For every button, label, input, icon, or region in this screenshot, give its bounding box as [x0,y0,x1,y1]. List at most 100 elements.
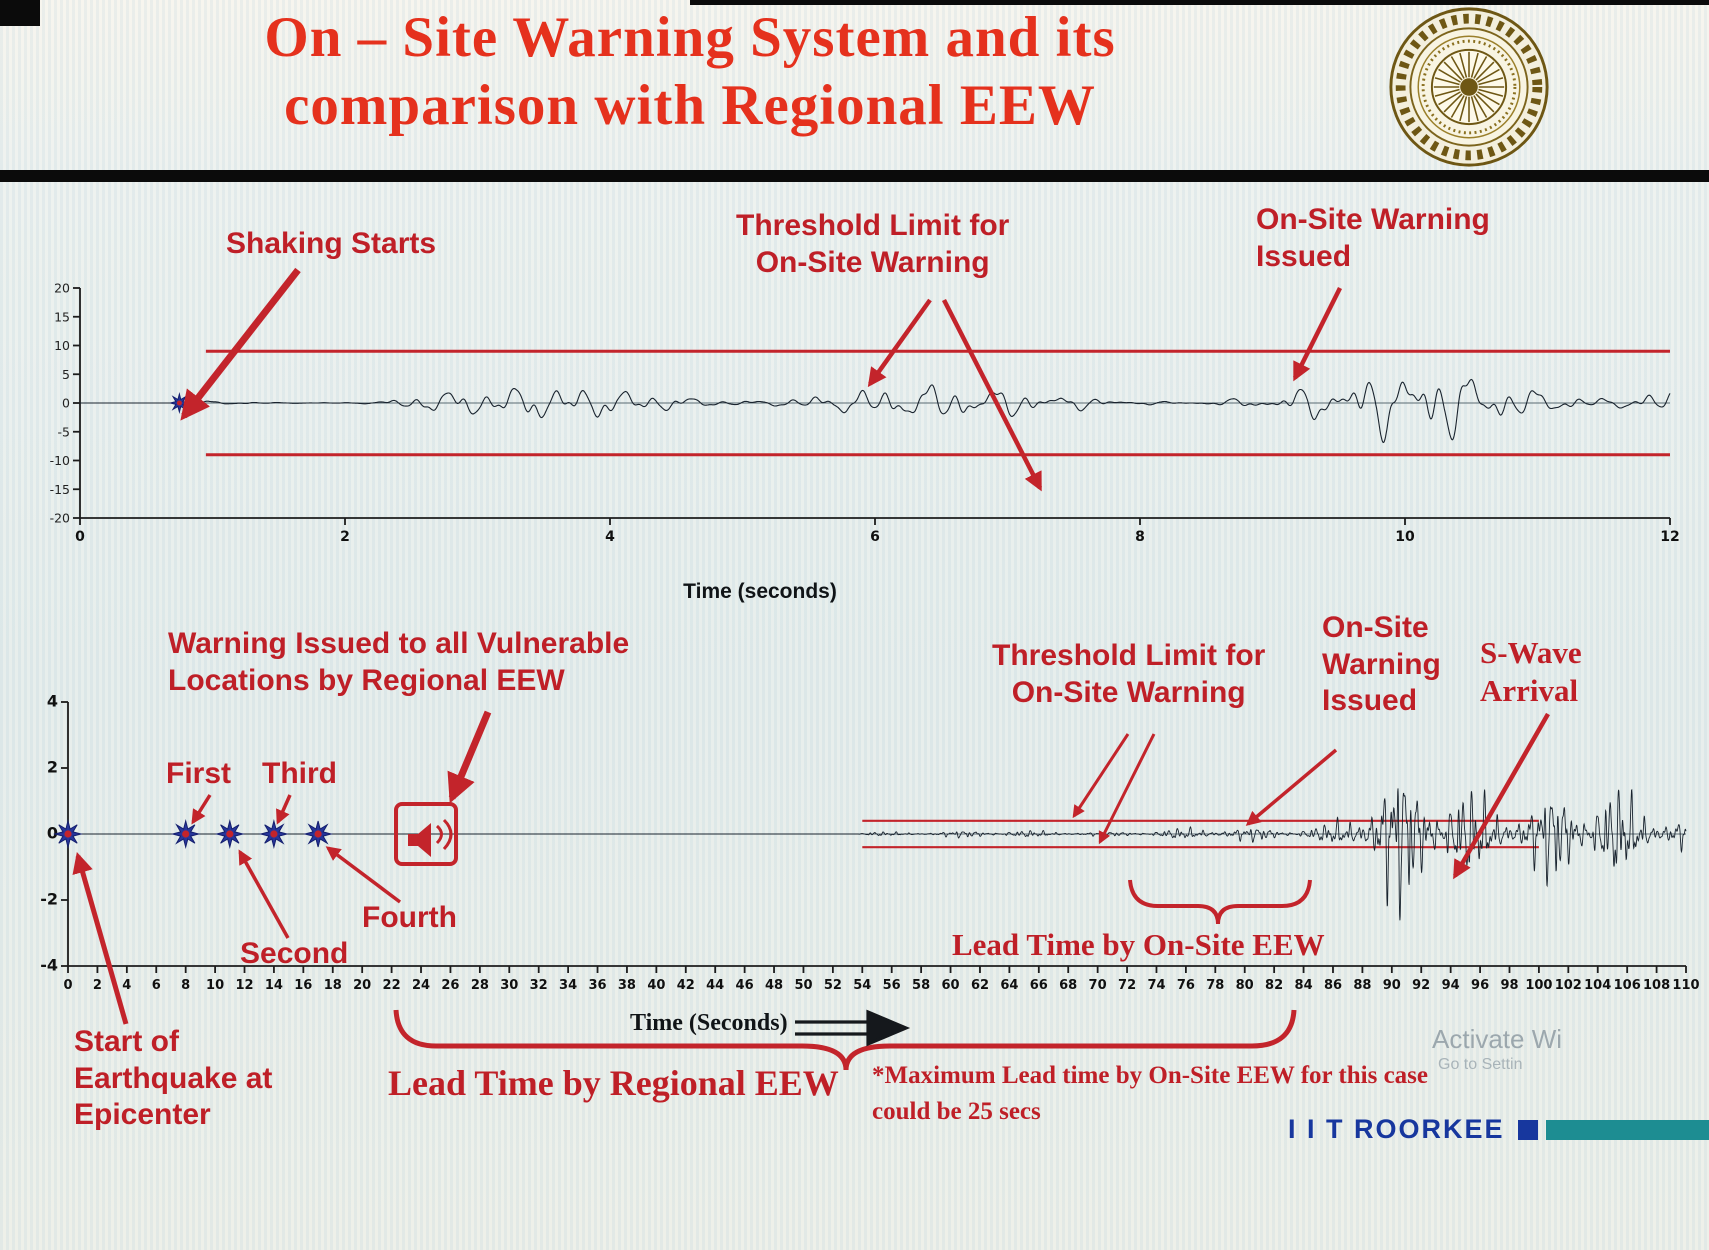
threshold-lines [862,819,1539,849]
annotation-onsite-warning-bottom: On-Site Warning Issued [1322,611,1441,718]
svg-text:0: 0 [75,529,85,545]
top-left-corner-block [0,0,40,26]
svg-text:28: 28 [471,978,489,993]
svg-text:22: 22 [383,978,401,993]
y-tick-labels: 20 15 10 5 0 -5 -10 -15 -20 [50,281,70,526]
svg-text:5: 5 [62,367,70,382]
annotation-threshold-bottom: Threshold Limit for On-Site Warning [992,639,1266,709]
svg-text:-4: -4 [40,956,58,975]
svg-text:44: 44 [706,978,724,993]
brand-blue-square [1518,1120,1538,1140]
svg-text:20: 20 [353,978,371,993]
svg-text:76: 76 [1177,978,1195,993]
title-line-2: comparison with Regional EEW [284,74,1096,138]
top-xaxis-label: Time (seconds) [683,580,837,603]
annotation-epicenter: Start of Earthquake at Epicenter [74,1025,273,1132]
svg-text:68: 68 [1059,978,1077,993]
annotation-lead-time-regional: Lead Time by Regional EEW [388,1063,839,1103]
svg-text:10: 10 [54,338,70,353]
svg-text:52: 52 [824,978,842,993]
svg-text:56: 56 [883,978,901,993]
annotation-fourth-trigger: Fourth [362,901,457,934]
svg-text:54: 54 [853,978,871,993]
x-tick-labels: 0 2 4 6 8 10 12 [75,529,1680,545]
svg-text:6: 6 [870,529,880,545]
svg-text:-10: -10 [50,453,70,468]
top-edge-strip [690,0,1709,5]
seismogram-waveform [80,378,1671,444]
title-divider-bar [0,170,1709,182]
svg-text:102: 102 [1555,978,1582,993]
svg-text:12: 12 [235,978,253,993]
svg-text:94: 94 [1442,978,1460,993]
svg-text:32: 32 [530,978,548,993]
svg-text:2: 2 [47,758,58,777]
svg-text:80: 80 [1236,978,1254,993]
svg-text:0: 0 [62,396,70,411]
svg-text:84: 84 [1295,978,1313,993]
svg-text:16: 16 [294,978,312,993]
svg-text:15: 15 [54,309,70,324]
seismogram-waveform [68,788,1687,921]
svg-text:26: 26 [441,978,459,993]
svg-text:4: 4 [122,978,131,993]
threshold-lines [205,349,1670,457]
svg-text:50: 50 [794,978,812,993]
svg-text:30: 30 [500,978,518,993]
annotation-s-wave-arrival: S-Wave Arrival [1480,635,1582,708]
svg-text:106: 106 [1614,978,1641,993]
svg-text:-15: -15 [50,482,70,497]
annotation-first-trigger: First [166,757,232,790]
svg-text:12: 12 [1660,529,1679,545]
svg-text:40: 40 [647,978,665,993]
svg-text:0: 0 [47,824,58,843]
axes [61,701,1687,973]
annotation-onsite-warning-top: On-Site Warning Issued [1256,203,1490,273]
activate-windows-watermark: Activate Wi [1432,1024,1563,1054]
svg-text:82: 82 [1265,978,1283,993]
annotation-threshold-top: Threshold Limit for On-Site Warning [736,209,1010,279]
bottom-xaxis-label: Time (Seconds) [630,1010,788,1036]
svg-text:14: 14 [265,978,283,993]
svg-text:-20: -20 [50,511,70,526]
svg-text:98: 98 [1500,978,1518,993]
svg-text:48: 48 [765,978,783,993]
svg-text:86: 86 [1324,978,1342,993]
svg-text:24: 24 [412,978,430,993]
svg-text:18: 18 [324,978,342,993]
svg-text:4: 4 [47,692,58,711]
annotation-third-trigger: Third [262,757,337,790]
svg-text:34: 34 [559,978,577,993]
svg-text:2: 2 [340,529,350,545]
svg-text:88: 88 [1353,978,1371,993]
svg-text:8: 8 [181,978,190,993]
svg-text:70: 70 [1089,978,1107,993]
svg-text:64: 64 [1000,978,1018,993]
svg-text:20: 20 [54,281,70,296]
svg-text:0: 0 [63,978,72,993]
svg-text:62: 62 [971,978,989,993]
svg-text:10: 10 [1395,529,1415,545]
trigger-stars [170,392,189,414]
svg-text:2: 2 [93,978,102,993]
go-to-settings-watermark: Go to Settin [1438,1056,1523,1073]
x-tick-labels: 0 2 4 6 8 10 12 14 16 18 20 22 24 26 28 30 32 34 36 38 40 42 4… [63,978,1699,993]
svg-text:10: 10 [206,978,224,993]
svg-text:60: 60 [941,978,959,993]
y-tick-labels: 4 2 0 -2 -4 [40,692,58,975]
annotation-max-lead-note: *Maximum Lead time by On-Site EEW for th… [872,1062,1429,1126]
svg-text:74: 74 [1147,978,1165,993]
svg-text:92: 92 [1412,978,1430,993]
chakra-spokes [1433,51,1505,123]
annotation-second-trigger: Second [240,937,349,970]
svg-text:96: 96 [1471,978,1489,993]
bottom-seismogram-chart: 420-2-40 2 4 6 8 10 12 14 16 18 20 22 24 26 28 30 32 34 36… [40,692,1699,994]
svg-text:66: 66 [1030,978,1048,993]
svg-text:108: 108 [1643,978,1670,993]
svg-text:38: 38 [618,978,636,993]
svg-text:72: 72 [1118,978,1136,993]
svg-text:4: 4 [605,529,615,545]
svg-text:46: 46 [736,978,754,993]
svg-text:-2: -2 [40,890,58,909]
